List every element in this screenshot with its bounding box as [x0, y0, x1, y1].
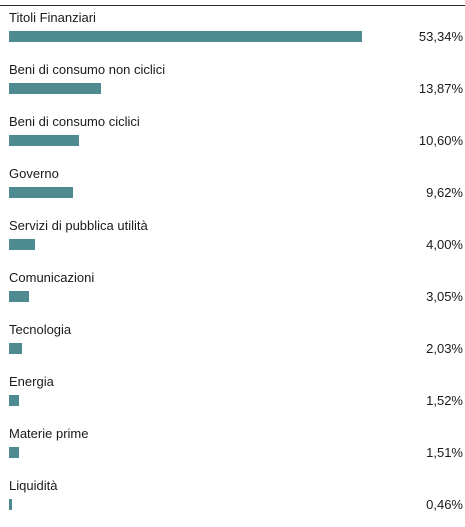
category-label: Materie prime	[9, 426, 89, 441]
chart-row: Comunicazioni 3,05%	[0, 267, 465, 319]
bar	[9, 83, 101, 94]
category-label: Energia	[9, 374, 54, 389]
category-label: Governo	[9, 166, 59, 181]
category-label: Comunicazioni	[9, 270, 95, 285]
bar	[9, 135, 79, 146]
bar	[9, 31, 362, 42]
value-label: 13,87%	[418, 81, 463, 96]
value-label: 2,03%	[426, 341, 463, 356]
chart-row: Governo 9,62%	[0, 163, 465, 215]
chart-row: Servizi di pubblica utilità 4,00%	[0, 215, 465, 267]
chart-row: Energia 1,52%	[0, 371, 465, 423]
category-label: Titoli Finanziari	[9, 10, 96, 25]
category-label: Beni di consumo non ciclici	[9, 62, 166, 77]
sector-allocation-chart: Titoli Finanziari 53,34% Beni di consumo n…	[0, 5, 465, 512]
category-label: Beni di consumo ciclici	[9, 114, 140, 129]
value-label: 9,62%	[426, 185, 463, 200]
value-label: 0,46%	[426, 497, 463, 512]
category-label: Liquidità	[9, 478, 58, 493]
value-label: 4,00%	[426, 237, 463, 252]
bar	[9, 499, 12, 510]
chart-row: Beni di consumo ciclici 10,60%	[0, 111, 465, 163]
bar	[9, 239, 35, 250]
value-label: 53,34%	[418, 29, 463, 44]
bar	[9, 187, 73, 198]
chart-row: Materie prime 1,51%	[0, 423, 465, 475]
category-label: Servizi di pubblica utilità	[9, 218, 148, 233]
value-label: 10,60%	[418, 133, 463, 148]
chart-row: Beni di consumo non ciclici 13,87%	[0, 59, 465, 111]
value-label: 3,05%	[426, 289, 463, 304]
chart-row: Tecnologia 2,03%	[0, 319, 465, 371]
chart-row: Liquidità 0,46%	[0, 475, 465, 527]
top-divider	[0, 5, 465, 6]
value-label: 1,51%	[426, 445, 463, 460]
bar	[9, 447, 19, 458]
bar	[9, 343, 22, 354]
category-label: Tecnologia	[9, 322, 72, 337]
bar	[9, 291, 29, 302]
bar	[9, 395, 19, 406]
chart-rows: Titoli Finanziari 53,34% Beni di consumo n…	[0, 7, 465, 527]
chart-row: Titoli Finanziari 53,34%	[0, 7, 465, 59]
value-label: 1,52%	[426, 393, 463, 408]
